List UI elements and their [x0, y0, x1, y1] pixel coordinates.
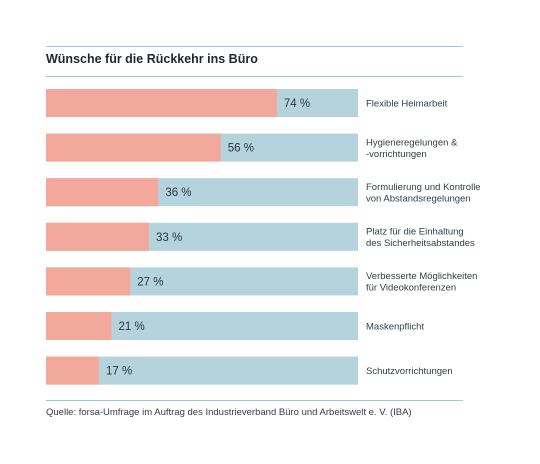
title-rule	[46, 76, 463, 77]
bar-value-label: 36 %	[165, 187, 191, 199]
bar-value-label: 27 %	[137, 276, 163, 288]
bar-group-0: 74 % Flexible Heimarbeit	[46, 89, 448, 117]
top-rule	[46, 46, 463, 47]
bottom-rule	[46, 400, 463, 401]
bar-value-label: 74 %	[284, 98, 310, 110]
bar	[46, 222, 149, 251]
category-label: -vorrichtungen	[366, 149, 427, 160]
bar	[46, 178, 159, 207]
bar-value-label: 56 %	[228, 143, 254, 155]
bar-value-label: 17 %	[106, 366, 132, 378]
bar	[46, 133, 221, 162]
bar-value-label: 21 %	[119, 321, 145, 333]
source-note: Quelle: forsa-Umfrage im Auftrag des Ind…	[46, 407, 412, 418]
bar	[46, 89, 277, 117]
category-label: Maskenpflicht	[366, 322, 424, 333]
category-label: Formulierung und Kontrolle	[366, 182, 481, 193]
category-label: Verbesserte Möglichkeiten	[366, 271, 477, 282]
category-label: Platz für die Einhaltung	[366, 227, 464, 238]
bar-value-label: 33 %	[156, 232, 182, 244]
bar	[46, 356, 100, 385]
chart-title: Wünsche für die Rückkehr ins Büro	[46, 52, 258, 66]
category-label: Schutzvorrichtungen	[366, 366, 453, 377]
category-label: Flexible Heimarbeit	[366, 99, 448, 110]
bar	[46, 267, 131, 296]
category-label: Hygieneregelungen &	[366, 137, 458, 148]
category-label: des Sicherheitsabstandes	[366, 238, 475, 249]
category-label: von Abstandsregelungen	[366, 193, 471, 204]
bar-group-1: 56 % Hygieneregelungen &-vorrichtungen	[46, 133, 458, 162]
bar-group-6: 17 % Schutzvorrichtungen	[46, 356, 453, 385]
category-label: für Videokonferenzen	[366, 283, 456, 294]
bar	[46, 312, 112, 340]
bar-group-5: 21 % Maskenpflicht	[46, 312, 424, 340]
